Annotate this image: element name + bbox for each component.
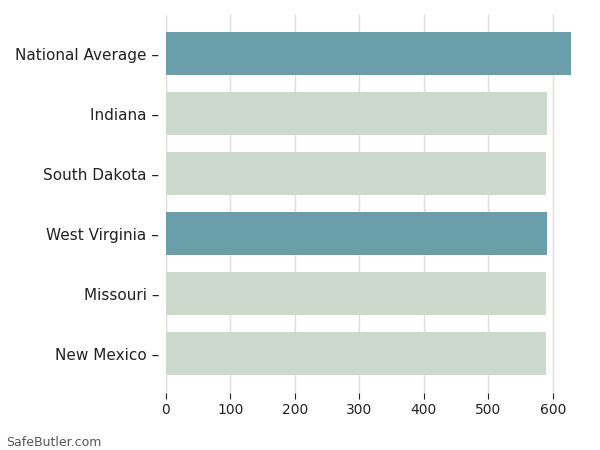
Bar xyxy=(166,152,547,195)
Bar xyxy=(166,92,547,135)
Bar xyxy=(166,272,547,315)
Bar xyxy=(166,32,571,75)
Text: SafeButler.com: SafeButler.com xyxy=(6,436,101,449)
Bar xyxy=(166,332,547,375)
Bar xyxy=(166,212,547,256)
